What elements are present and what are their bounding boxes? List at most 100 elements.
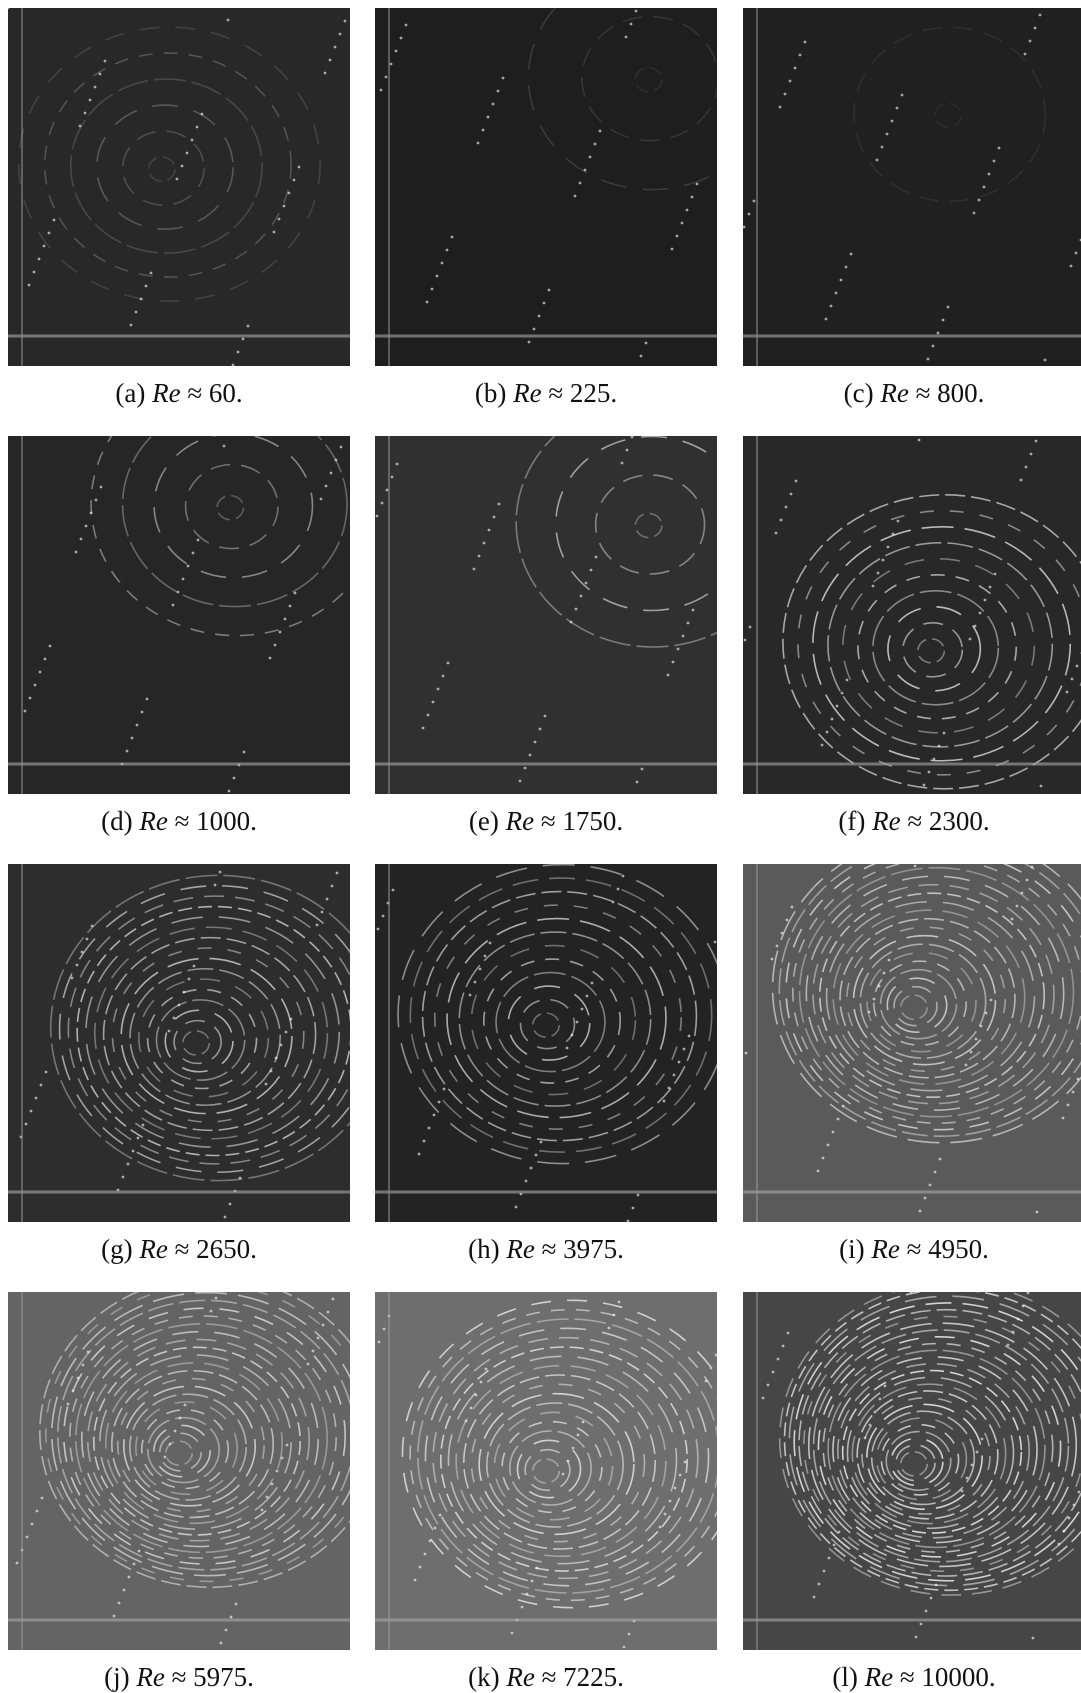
particle [298,166,301,169]
particle [427,714,430,717]
particle [628,1633,631,1636]
particle [579,182,582,185]
particle [789,80,792,83]
particle [630,23,633,26]
particle [80,538,83,541]
particle [920,1623,923,1626]
flow-photo [8,436,350,794]
caption-label: (c) [844,378,874,408]
particle [261,1509,264,1512]
caption-text: ≈ 2650. [175,1234,257,1264]
panel: (d) Re ≈ 1000. [8,436,350,837]
particle [617,888,620,891]
particle [432,701,435,704]
particle [475,1394,478,1397]
panel: (i) Re ≈ 4950. [743,864,1081,1265]
panel: (a) Re ≈ 60. [8,8,350,409]
particle [334,46,337,49]
particle [446,249,449,252]
particle [423,1140,426,1143]
particle [785,506,788,509]
particle [821,744,824,747]
particle [414,1579,417,1582]
particle [183,991,186,994]
particle [433,1114,436,1117]
particle [584,169,587,172]
particle [104,60,107,63]
particle [123,1589,126,1592]
particle [266,1496,269,1499]
particle [172,604,175,607]
particle [989,586,992,589]
particle [177,591,180,594]
particle [1062,1117,1065,1120]
particle [924,1197,927,1200]
particle [781,932,784,935]
particle [142,1124,145,1127]
particle [582,1421,585,1424]
particle [1068,1517,1071,1520]
particle [335,459,338,462]
caption-label: (g) [101,1234,132,1264]
particle [269,657,272,660]
particle [482,129,485,132]
particle [237,351,240,354]
particle [927,358,930,361]
particle [76,964,79,967]
particle [935,1584,938,1587]
particle [869,1424,872,1427]
particle [201,113,204,116]
particle [683,1048,686,1051]
flow-photo [375,436,717,794]
caption-text: ≈ 3975. [542,1234,624,1264]
particle [191,139,194,142]
particle [687,622,690,625]
caption-text: ≈ 7225. [542,1662,624,1692]
particle [422,727,425,730]
particle [976,1451,979,1454]
particle [928,771,931,774]
particle [35,1097,38,1100]
particle [16,1562,19,1565]
particle [567,1460,570,1463]
particle [979,612,982,615]
particle [608,1327,611,1330]
particle [118,1602,121,1605]
particle [1031,866,1034,869]
particle [1020,479,1023,482]
particle [923,784,926,787]
particle [31,1523,34,1526]
particle [771,958,774,961]
particle [540,1141,543,1144]
particle [831,718,834,721]
particle [791,906,794,909]
flow-photo [8,1292,350,1650]
particle [978,199,981,202]
particle [1016,905,1019,908]
particle [714,941,717,944]
caption: (f) Re ≈ 2300. [743,806,1081,837]
particle [49,645,52,648]
particle [94,86,97,89]
particle [33,271,36,274]
particle [187,565,190,568]
particle [492,103,495,106]
particle [327,1311,330,1314]
particle [283,205,286,208]
particle [270,1070,273,1073]
panel: (e) Re ≈ 1750. [375,436,717,837]
caption: (i) Re ≈ 4950. [743,1234,1081,1265]
particle [436,275,439,278]
particle [1026,879,1029,882]
particle [570,621,573,624]
particle [210,1310,213,1313]
particle [274,644,277,647]
particle [594,143,597,146]
particle [571,1034,574,1037]
particle [612,901,615,904]
caption-symbol: Re [506,1662,534,1692]
particle [966,1477,969,1480]
particle [531,1580,534,1583]
particle [339,33,342,36]
particle [530,1167,533,1170]
